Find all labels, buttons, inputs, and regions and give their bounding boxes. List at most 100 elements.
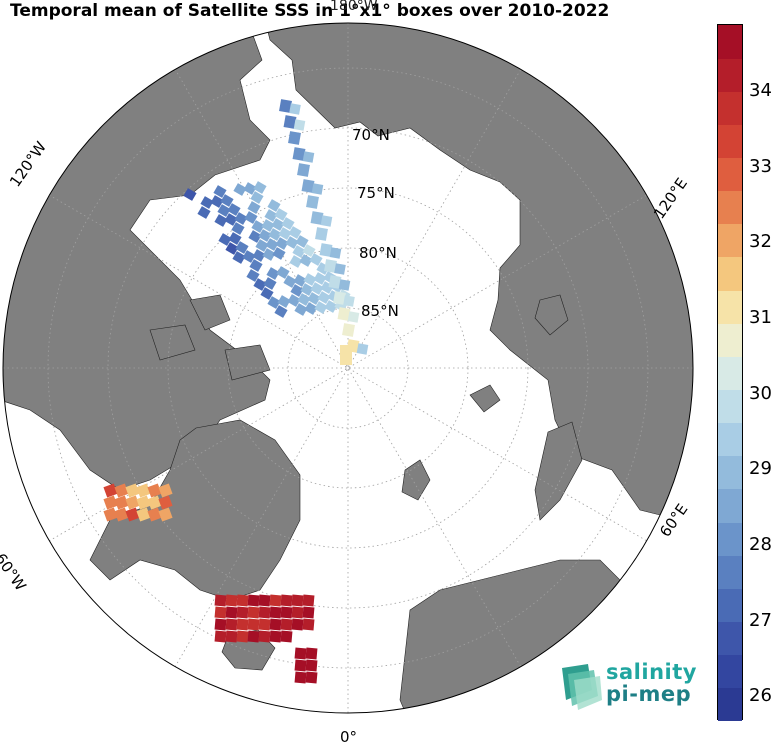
colorbar-segment <box>718 190 742 225</box>
land-siberia <box>259 23 693 521</box>
colorbar-segment <box>718 323 742 357</box>
colorbar-tick-label: 28 <box>749 534 772 555</box>
sss-cell <box>225 618 238 631</box>
colorbar-segment <box>718 389 742 424</box>
sss-cell <box>340 345 352 365</box>
sss-cell <box>262 248 276 261</box>
sss-cell <box>280 606 293 619</box>
sss-cell <box>302 151 315 163</box>
sss-cell <box>294 659 307 672</box>
sss-cell <box>280 618 293 631</box>
sss-cell <box>258 606 271 619</box>
sss-cell <box>291 618 304 631</box>
sss-cell <box>258 630 271 643</box>
colorbar-tick-label: 33 <box>749 155 772 177</box>
lat-label-80: 80°N <box>359 244 397 262</box>
colorbar-tick-label: 27 <box>749 609 772 631</box>
sss-cell <box>214 594 227 607</box>
colorbar-segment <box>718 422 742 457</box>
colorbar-segment <box>718 621 742 656</box>
sss-cell <box>324 259 337 273</box>
sss-cell <box>236 606 249 619</box>
sss-cell <box>231 222 245 235</box>
colorbar-tick-label: 30 <box>749 382 772 404</box>
sss-cell <box>267 296 281 309</box>
colorbar-segment <box>718 654 742 689</box>
colorbar-segment <box>718 257 742 291</box>
sss-cell <box>294 647 307 660</box>
colorbar-segment <box>718 58 742 92</box>
sss-cell <box>324 300 338 313</box>
sss-cell <box>214 630 227 643</box>
sss-cell <box>313 272 327 285</box>
sss-cell <box>214 214 228 227</box>
sss-cell <box>292 147 306 161</box>
colorbar-tick-label: 34 <box>749 80 772 102</box>
sss-cell <box>258 594 271 607</box>
sss-cell <box>280 594 293 607</box>
sss-cell <box>301 179 315 193</box>
sss-cell <box>287 294 301 307</box>
sss-cell <box>283 275 297 288</box>
sss-cell <box>281 217 295 230</box>
sss-cell <box>307 292 321 305</box>
sss-cell <box>251 220 265 233</box>
sss-cell <box>248 230 262 243</box>
sss-cell <box>247 630 260 643</box>
land-island-arch1 <box>189 294 231 331</box>
sss-cell <box>285 236 299 249</box>
sss-cell <box>158 495 173 510</box>
sss-cell <box>147 507 162 522</box>
sss-cell <box>225 242 239 255</box>
land-franz-josef <box>469 384 501 413</box>
land-severnaya <box>534 294 569 336</box>
lon-label-0: 0° <box>340 728 358 746</box>
lat-label-85: 85°N <box>361 302 399 320</box>
sss-cell <box>214 606 227 619</box>
sss-cell <box>274 305 288 318</box>
sss-cell <box>279 99 292 113</box>
sss-cell <box>297 293 311 306</box>
sss-cell <box>136 483 151 498</box>
sss-cell <box>263 277 277 290</box>
sss-cell <box>253 278 267 291</box>
sss-cell <box>305 671 318 684</box>
sss-cell <box>305 659 318 672</box>
colorbar-segment <box>718 588 742 623</box>
sss-cell <box>302 244 316 257</box>
sss-cell <box>260 287 274 300</box>
colorbar-segment <box>718 356 742 391</box>
sss-cell <box>264 209 278 222</box>
sss-cell <box>289 255 303 268</box>
sss-cell <box>247 618 260 631</box>
sss-cell <box>289 103 301 115</box>
logo-text-line1: salinity <box>606 660 697 684</box>
sss-cell <box>288 226 302 239</box>
sss-cell <box>319 243 333 257</box>
sss-cell <box>310 211 324 225</box>
sss-cell <box>280 630 293 643</box>
sss-cell <box>220 194 234 207</box>
sss-cell <box>329 247 342 259</box>
colorbar-segment <box>718 687 742 722</box>
sss-cell <box>233 183 247 196</box>
sss-cell <box>183 188 197 201</box>
sss-cell <box>333 291 346 305</box>
sss-cell <box>246 269 260 282</box>
sss-cell <box>114 507 129 522</box>
sss-cell <box>304 302 318 315</box>
chart-title: Temporal mean of Satellite SSS in 1°x1° … <box>10 1 610 21</box>
colorbar-tick-label: 31 <box>749 307 772 329</box>
sss-cell <box>293 274 307 287</box>
map-boundary <box>2 22 694 714</box>
sss-cell <box>103 483 118 498</box>
sss-cell <box>266 267 280 280</box>
sss-cell <box>297 163 310 177</box>
sss-cell <box>234 212 248 225</box>
sss-cell <box>291 606 304 619</box>
sss-cell <box>317 291 331 304</box>
colorbar-segment <box>718 25 742 59</box>
land-novaya-zemlya <box>534 421 583 521</box>
sss-cell <box>310 282 324 295</box>
land-island-arch2 <box>149 324 196 361</box>
